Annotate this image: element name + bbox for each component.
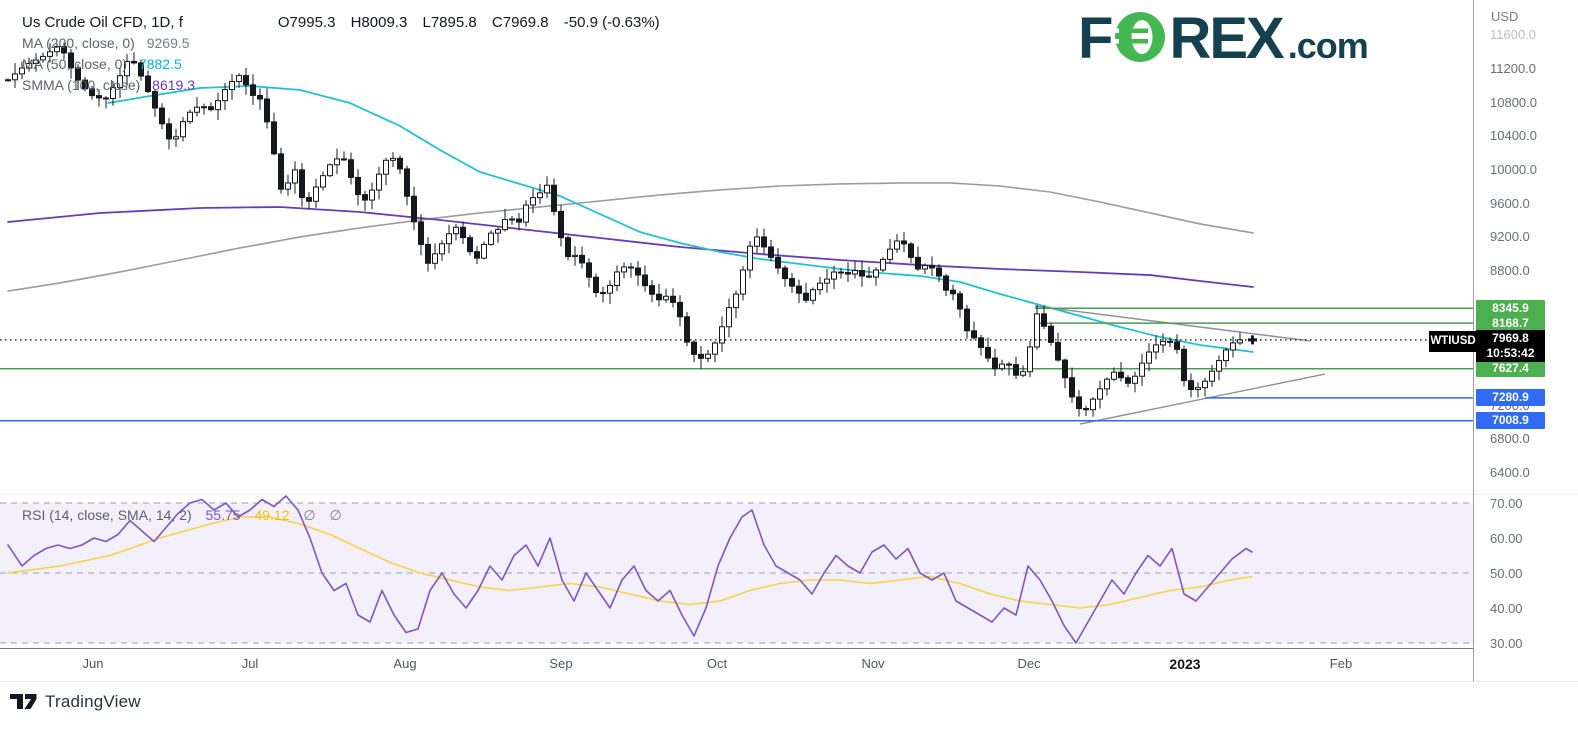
price-level-badge: 8168.7 (1476, 314, 1545, 332)
last-bar-marker (1251, 335, 1254, 345)
time-axis-label: Jul (241, 656, 259, 671)
rsi-value: 55.75 (205, 507, 241, 523)
price-level-badge: 7627.4 (1476, 360, 1545, 378)
currency-label: USD (1491, 9, 1519, 24)
price-tick-label: 10000.0 (1490, 162, 1537, 177)
indicator-row-ma50[interactable]: MA (50, close, 0) 7882.5 (22, 54, 671, 75)
tradingview-attribution[interactable]: TradingView (10, 692, 141, 712)
ma200-value: 9269.5 (146, 35, 190, 51)
rsi-tick-label: 70.00 (1490, 496, 1523, 511)
forex-logo: F REX .com (1078, 6, 1369, 71)
price-tick-label: 9600.0 (1490, 195, 1530, 211)
forex-logo-f: F (1078, 6, 1113, 71)
rsi-line (7, 495, 1253, 644)
price-tick-label: 11200.0 (1490, 61, 1537, 76)
time-axis-label: Oct (706, 656, 728, 671)
rsi-tick-label: 40.00 (1490, 601, 1523, 616)
price-tick-label: 10400.0 (1490, 128, 1537, 144)
smma100-label: SMMA (100, close) (22, 77, 141, 93)
time-axis-label: Jun (82, 656, 104, 671)
ma50-line (107, 85, 1254, 353)
price-tick-label: 6400.0 (1490, 465, 1530, 481)
forex-logo-com: .com (1287, 25, 1369, 66)
tradingview-logo-text: TradingView (45, 692, 141, 711)
ohlc-change: -50.9 (-0.63%) (563, 14, 660, 31)
forex-logo-o-icon (1111, 10, 1167, 69)
symbol-price-label: WTIUSD (1429, 331, 1477, 352)
ma50-label: MA (50, close, 0) (22, 56, 128, 72)
rsi-sma-value: 49.12 (254, 507, 290, 523)
legend[interactable]: Us Crude Oil CFD, 1D, f O7995.3 H8009.3 … (22, 12, 671, 96)
ohlc-low: L7895.8 (422, 14, 477, 31)
last-price-badge: 7969.8 10:53:42 (1476, 330, 1545, 362)
ohlc-open: O7995.3 (277, 14, 336, 31)
symbol-title: Us Crude Oil CFD, 1D, f (22, 14, 183, 31)
pane-separator (0, 494, 1578, 495)
time-axis-label: 2023 (1169, 656, 1201, 672)
time-axis-label: Feb (1329, 656, 1353, 671)
indicator-row-ma200[interactable]: MA (200, close, 0) 9269.5 (22, 33, 671, 54)
smma100-value: 8619.3 (152, 77, 195, 93)
rsi-tick-label: 60.00 (1490, 531, 1523, 546)
time-axis-label: Sep (549, 656, 573, 671)
last-price-value: 7969.8 (1492, 331, 1529, 345)
rsi-empty-value-2: ∅ (329, 507, 342, 523)
footer-border (0, 681, 1578, 682)
ma50-value: 7882.5 (138, 56, 182, 72)
price-tick-label: 9200.0 (1490, 229, 1530, 245)
rsi-tick-label: 50.00 (1490, 566, 1523, 581)
price-level-badge: 7280.9 (1476, 389, 1545, 407)
rsi-label: RSI (14, close, SMA, 14, 2) (22, 507, 192, 523)
ma200-label: MA (200, close, 0) (22, 35, 135, 51)
time-axis-label: Dec (1017, 656, 1041, 671)
indicator-row-smma100[interactable]: SMMA (100, close) 8619.3 (22, 75, 671, 96)
chart-canvas[interactable] (0, 0, 1473, 681)
forex-logo-rex: REX (1169, 6, 1284, 71)
candles (5, 42, 1243, 417)
rsi-tick-label: 30.00 (1490, 636, 1523, 651)
rsi-sma-line (7, 516, 1253, 609)
last-price-time: 10:53:42 (1486, 346, 1535, 360)
ohlc-values: O7995.3 H8009.3 L7895.8 C7969.8 -50.9 (-… (278, 12, 671, 33)
time-axis-label: Nov (861, 656, 885, 671)
price-level-badge: 8345.9 (1476, 299, 1545, 317)
rsi-legend-row[interactable]: RSI (14, close, SMA, 14, 2) 55.75 49.12 … (22, 507, 352, 524)
price-tick-label: 10800.0 (1490, 94, 1537, 110)
ma200-line (7, 182, 1254, 292)
time-axis-label: Aug (393, 656, 417, 671)
smma100-line (7, 206, 1254, 288)
rsi-empty-value-1: ∅ (303, 507, 316, 523)
price-tick-label: 6800.0 (1490, 431, 1530, 447)
symbol-legend-row[interactable]: Us Crude Oil CFD, 1D, f O7995.3 H8009.3 … (22, 12, 671, 33)
trendline (1079, 373, 1326, 425)
price-tick-label: 11600.0 (1490, 27, 1537, 43)
price-tick-label: 8800.0 (1490, 263, 1530, 278)
ohlc-close: C7969.8 (491, 14, 549, 31)
time-axis-border (0, 648, 1473, 649)
tradingview-logo-icon (10, 694, 37, 709)
price-level-badge: 7008.9 (1476, 412, 1545, 430)
ohlc-high: H8009.3 (350, 14, 408, 31)
